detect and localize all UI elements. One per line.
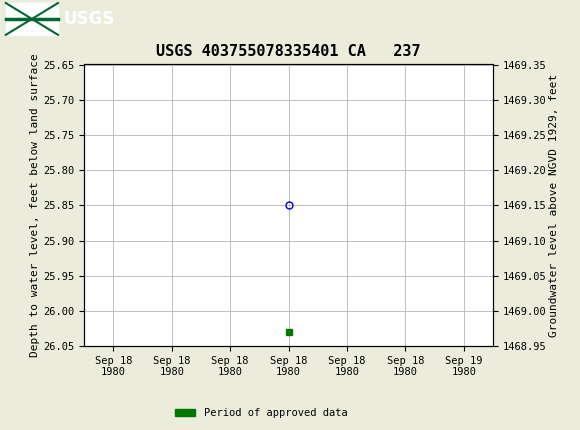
- Y-axis label: Depth to water level, feet below land surface: Depth to water level, feet below land su…: [30, 53, 41, 357]
- Text: USGS: USGS: [64, 10, 115, 28]
- Legend: Period of approved data: Period of approved data: [171, 404, 351, 423]
- Y-axis label: Groundwater level above NGVD 1929, feet: Groundwater level above NGVD 1929, feet: [549, 74, 559, 337]
- FancyBboxPatch shape: [6, 3, 58, 35]
- Title: USGS 403755078335401 CA   237: USGS 403755078335401 CA 237: [156, 44, 421, 59]
